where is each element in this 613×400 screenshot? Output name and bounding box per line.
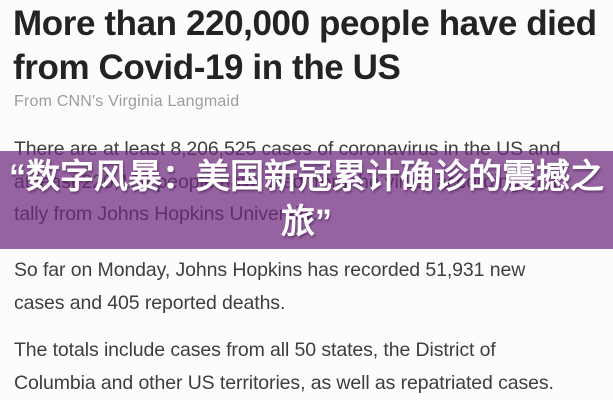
paragraph-totals-scope: The totals include cases from all 50 sta… <box>14 334 613 399</box>
paragraph-monday-update: So far on Monday, Johns Hopkins has reco… <box>14 254 613 319</box>
paragraph-line: The totals include cases from all 50 sta… <box>14 339 496 361</box>
paragraph-line: Columbia and other US territories, as we… <box>14 371 554 394</box>
chinese-caption-line: 旅” <box>281 203 332 241</box>
chinese-caption-line: “数字风暴：美国新冠累计确诊的震撼之 <box>9 158 604 196</box>
article-headline: More than 220,000 people have died from … <box>13 4 597 87</box>
paragraph-line: So far on Monday, Johns Hopkins has reco… <box>14 259 526 281</box>
paragraph-line: cases and 405 reported deaths. <box>14 291 286 314</box>
article-byline: From CNN's Virginia Langmaid <box>14 93 240 110</box>
chinese-caption-overlay: “数字风暴：美国新冠累计确诊的震撼之 旅” <box>0 151 613 249</box>
